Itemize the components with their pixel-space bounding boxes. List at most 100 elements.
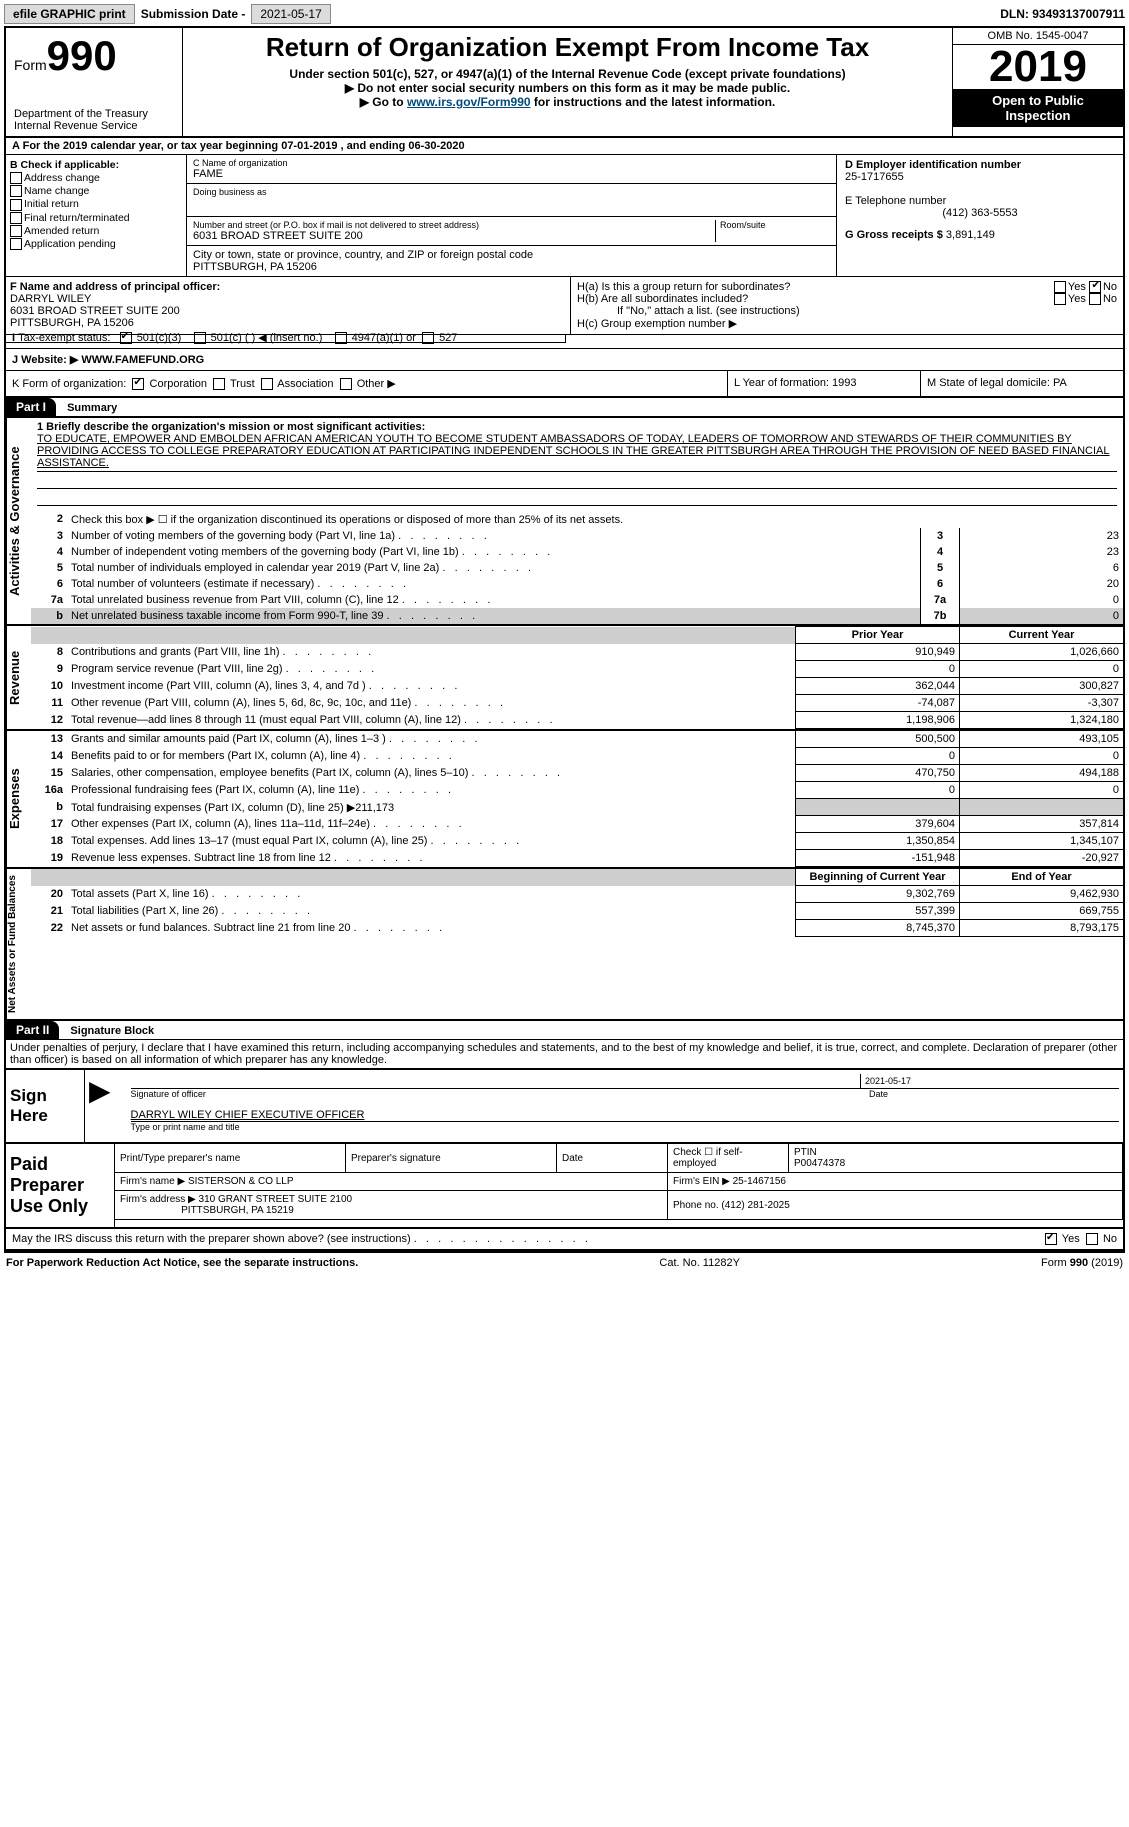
- dept-irs: Internal Revenue Service: [14, 120, 174, 132]
- prep-sig-hdr: Preparer's signature: [346, 1144, 557, 1173]
- chk-application-pending[interactable]: Application pending: [24, 238, 116, 250]
- arrow-icon: ▶: [89, 1074, 111, 1132]
- gross-receipts-label: G Gross receipts $: [845, 229, 943, 241]
- form-number: 990: [47, 32, 117, 79]
- cat-number: Cat. No. 11282Y: [659, 1257, 740, 1269]
- prep-name-hdr: Print/Type preparer's name: [115, 1144, 346, 1173]
- form-footer: Form 990 (2019): [1041, 1257, 1123, 1269]
- chk-amended-return[interactable]: Amended return: [24, 225, 99, 237]
- submission-date-label: Submission Date -: [141, 7, 246, 21]
- mission-text: TO EDUCATE, EMPOWER AND EMBOLDEN AFRICAN…: [37, 433, 1117, 469]
- hb-no[interactable]: No: [1103, 293, 1117, 305]
- ha-no[interactable]: No: [1103, 281, 1117, 293]
- sig-officer-label: Signature of officer: [131, 1089, 869, 1099]
- dept-treasury: Department of the Treasury: [14, 108, 174, 120]
- hb-yes[interactable]: Yes: [1068, 293, 1086, 305]
- ha-yes[interactable]: Yes: [1068, 281, 1086, 293]
- part2-number: Part II: [6, 1021, 59, 1039]
- ein-label: D Employer identification number: [845, 159, 1115, 171]
- paid-preparer-label: Paid Preparer Use Only: [6, 1144, 115, 1227]
- chk-final-return[interactable]: Final return/terminated: [24, 212, 130, 224]
- submission-date-value: 2021-05-17: [251, 4, 330, 24]
- firm-ein-value: 25-1467156: [733, 1176, 786, 1187]
- perjury-statement: Under penalties of perjury, I declare th…: [6, 1040, 1123, 1069]
- officer-label: F Name and address of principal officer:: [10, 281, 566, 293]
- officer-addr1: 6031 BROAD STREET SUITE 200: [10, 305, 566, 317]
- l-year-formation: L Year of formation: 1993: [728, 371, 921, 396]
- sign-here-label: Sign Here: [6, 1070, 85, 1142]
- side-net-assets: Net Assets or Fund Balances: [6, 869, 31, 1019]
- sign-date-val: 2021-05-17: [860, 1074, 1119, 1088]
- dln-label: DLN: 93493137007911: [1000, 7, 1125, 21]
- side-governance: Activities & Governance: [6, 418, 31, 624]
- sig-date-label: Date: [869, 1089, 1119, 1099]
- open-public-2: Inspection: [1005, 108, 1070, 123]
- prep-date-hdr: Date: [557, 1144, 668, 1173]
- prep-phone-value: (412) 281-2025: [721, 1200, 789, 1211]
- chk-name-change[interactable]: Name change: [24, 185, 89, 197]
- k-label: K Form of organization:: [12, 378, 126, 390]
- hb-label: H(b) Are all subordinates included?: [577, 293, 997, 305]
- tax-year: 2019: [953, 45, 1123, 89]
- room-label: Room/suite: [720, 220, 830, 230]
- efile-print-button[interactable]: efile GRAPHIC print: [4, 4, 135, 24]
- phone-value: (412) 363-5553: [845, 207, 1115, 219]
- officer-name-title: DARRYL WILEY CHIEF EXECUTIVE OFFICER: [131, 1109, 1119, 1122]
- city-value: PITTSBURGH, PA 15206: [193, 261, 830, 273]
- open-public-1: Open to Public: [992, 93, 1084, 108]
- subtitle-3-post: for instructions and the latest informat…: [531, 95, 776, 109]
- discuss-yes[interactable]: Yes: [1062, 1233, 1080, 1245]
- part2-title: Signature Block: [62, 1023, 162, 1039]
- firm-addr1: 310 GRANT STREET SUITE 2100: [199, 1194, 353, 1205]
- tax-year-range: For the 2019 calendar year, or tax year …: [23, 140, 465, 152]
- phone-label: E Telephone number: [845, 195, 1115, 207]
- firm-ein-label: Firm's EIN ▶: [673, 1176, 730, 1187]
- m-state-domicile: M State of legal domicile: PA: [921, 371, 1123, 396]
- side-expenses: Expenses: [6, 731, 31, 867]
- check-applicable-header: B Check if applicable:: [10, 159, 182, 171]
- k-trust[interactable]: Trust: [230, 378, 255, 390]
- prep-phone-label: Phone no.: [673, 1200, 719, 1211]
- org-name: FAME: [193, 168, 830, 180]
- part1-number: Part I: [6, 398, 56, 416]
- ein-value: 25-1717655: [845, 171, 1115, 183]
- form-word: Form: [14, 57, 47, 73]
- prep-selfemp: Check ☐ if self-employed: [668, 1144, 789, 1173]
- officer-name: DARRYL WILEY: [10, 293, 566, 305]
- firm-addr2: PITTSBURGH, PA 15219: [181, 1205, 294, 1216]
- hb-note: If "No," attach a list. (see instruction…: [577, 305, 1117, 317]
- subtitle-2: ▶ Do not enter social security numbers o…: [193, 81, 942, 95]
- top-bar: efile GRAPHIC print Submission Date - 20…: [4, 4, 1125, 24]
- address-label: Number and street (or P.O. box if mail i…: [193, 220, 715, 230]
- form-container: Form990 Department of the Treasury Inter…: [4, 26, 1125, 1253]
- ha-label: H(a) Is this a group return for subordin…: [577, 281, 997, 293]
- firm-name-value: SISTERSON & CO LLP: [188, 1176, 294, 1187]
- website-label: J Website: ▶: [12, 354, 78, 366]
- k-corp[interactable]: Corporation: [150, 378, 207, 390]
- subtitle-3-pre: ▶ Go to: [360, 95, 407, 109]
- gross-receipts-value: 3,891,149: [946, 229, 995, 241]
- k-assoc[interactable]: Association: [277, 378, 333, 390]
- ptin-value: P00474378: [794, 1158, 845, 1169]
- city-label: City or town, state or province, country…: [193, 249, 830, 261]
- form-title: Return of Organization Exempt From Incom…: [193, 32, 942, 63]
- subtitle-1: Under section 501(c), 527, or 4947(a)(1)…: [193, 67, 942, 81]
- ptin-label: PTIN: [794, 1147, 817, 1158]
- discuss-question: May the IRS discuss this return with the…: [12, 1233, 411, 1245]
- dba-label: Doing business as: [193, 187, 830, 197]
- website-value: WWW.FAMEFUND.ORG: [81, 354, 204, 366]
- mission-label: 1 Briefly describe the organization's mi…: [37, 421, 1117, 433]
- address-value: 6031 BROAD STREET SUITE 200: [193, 230, 715, 242]
- irs-link[interactable]: www.irs.gov/Form990: [407, 95, 531, 109]
- firm-addr-label: Firm's address ▶: [120, 1194, 196, 1205]
- firm-name-label: Firm's name ▶: [120, 1176, 185, 1187]
- paperwork-notice: For Paperwork Reduction Act Notice, see …: [6, 1257, 358, 1269]
- k-other[interactable]: Other ▶: [357, 378, 396, 390]
- chk-address-change[interactable]: Address change: [24, 172, 100, 184]
- chk-initial-return[interactable]: Initial return: [24, 198, 79, 210]
- org-name-label: C Name of organization: [193, 158, 830, 168]
- discuss-no[interactable]: No: [1103, 1233, 1117, 1245]
- side-revenue: Revenue: [6, 626, 31, 729]
- name-title-label: Type or print name and title: [131, 1122, 1119, 1132]
- part1-title: Summary: [59, 400, 125, 416]
